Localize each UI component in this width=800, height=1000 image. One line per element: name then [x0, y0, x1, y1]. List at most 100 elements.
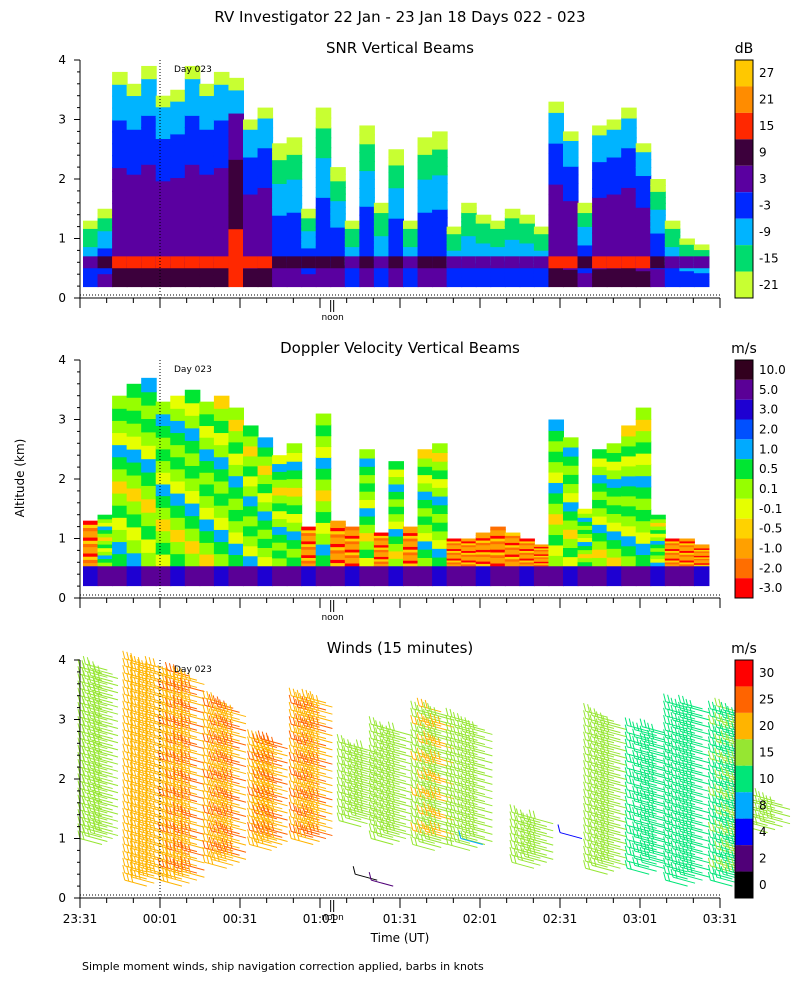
snr-cell: [548, 111, 564, 124]
wind-barb-feather: [172, 792, 176, 801]
doppler-cell: [417, 507, 434, 517]
snr-cell: [315, 206, 332, 218]
y-tick-label: 3: [58, 413, 66, 427]
wind-barb-feather: [464, 760, 468, 769]
wind-barb-feather: [212, 738, 216, 747]
wind-barb-feather: [152, 822, 156, 831]
wind-barb-feather: [133, 770, 137, 779]
doppler-cell: [199, 425, 215, 438]
snr-cell: [403, 249, 419, 255]
wind-barb-feather: [423, 708, 427, 718]
wind-barb-feather: [129, 747, 133, 756]
snr-cell: [592, 179, 608, 189]
wind-barb-feather: [261, 767, 265, 776]
wind-barb-feather: [295, 827, 299, 836]
wind-barb-feather: [423, 758, 427, 768]
wind-barb-feather: [212, 723, 216, 733]
snr-cell: [373, 239, 390, 246]
wind-barb-feather: [391, 793, 395, 803]
wind-barb-feather: [595, 789, 599, 799]
wind-barb-feather: [129, 697, 133, 706]
snr-cell: [504, 213, 521, 219]
doppler-surface-cell: [446, 565, 463, 587]
wind-barb-feather: [179, 777, 183, 786]
wind-barb-feather: [122, 772, 126, 781]
wind-barb-feather: [129, 790, 133, 799]
snr-cell: [228, 181, 244, 195]
wind-barb-feather: [179, 698, 183, 708]
wind-barb-feather: [381, 817, 385, 826]
doppler-cell: [272, 549, 288, 559]
wind-barb-feather: [148, 714, 152, 723]
wind-barb-feather: [164, 869, 168, 878]
snr-cell: [213, 179, 230, 192]
doppler-cell: [112, 432, 128, 446]
wind-barb-feather: [164, 747, 168, 756]
snr-cell: [519, 274, 535, 280]
wind-barb-feather: [456, 805, 460, 815]
snr-cell: [213, 119, 230, 133]
doppler-cell: [359, 474, 375, 484]
wind-barb-feather: [144, 663, 148, 672]
wind-barb-feather: [299, 735, 303, 744]
wind-barb-feather: [301, 717, 305, 726]
wind-barb-feather: [379, 785, 383, 794]
wind-barb-feather: [256, 791, 260, 800]
snr-cell: [446, 276, 463, 281]
wind-barb-feather: [606, 802, 610, 811]
snr-cell: [257, 216, 274, 228]
wind-barb-feather: [456, 741, 460, 750]
wind-barb-feather: [307, 814, 311, 823]
wind-barb-feather: [456, 791, 460, 800]
wind-barb-feather: [315, 787, 319, 797]
wind-barb-feather: [141, 695, 145, 705]
wind-barb-feather: [288, 737, 292, 746]
wind-barb-feather: [148, 728, 152, 737]
wind-barb-feather: [168, 698, 172, 708]
wind-barb-feather: [221, 759, 225, 768]
wind-barb-feather: [410, 829, 414, 838]
snr-cell: [257, 157, 274, 169]
wind-barb-feather: [583, 738, 587, 747]
wind-barb-feather: [152, 679, 156, 688]
snr-cell: [664, 231, 681, 237]
doppler-cell: [490, 532, 506, 536]
snr-cell: [330, 186, 346, 195]
doppler-cell: [519, 557, 535, 561]
doppler-cell: [650, 547, 666, 552]
wind-barb-feather: [471, 814, 475, 823]
snr-cell: [475, 234, 492, 240]
wind-barb-feather: [165, 731, 169, 740]
wind-barb-feather: [595, 854, 599, 863]
wind-barb-feather: [624, 724, 628, 733]
doppler-cell: [417, 548, 434, 558]
snr-cell: [432, 148, 448, 159]
wind-barb-feather: [81, 745, 85, 755]
wind-barb-feather: [93, 807, 97, 816]
wind-barb-feather: [292, 795, 296, 805]
wind-barb-feather: [375, 805, 379, 815]
wind-barb-feather: [137, 835, 141, 844]
wind-barb-feather: [152, 801, 156, 810]
wind-barb-feather: [161, 701, 165, 711]
snr-cell: [504, 234, 521, 240]
wind-barb-feather: [208, 786, 212, 796]
wind-barb: [585, 867, 608, 875]
wind-barb-feather: [164, 683, 168, 692]
wind-barb-feather: [144, 813, 148, 822]
wind-barb-feather: [152, 865, 156, 874]
wind-barb-feather: [295, 805, 299, 815]
doppler-cell: [504, 541, 521, 546]
wind-barb-feather: [172, 737, 176, 746]
snr-cell: [664, 267, 681, 273]
wind-barb-feather: [433, 771, 437, 780]
wind-barb-feather: [252, 811, 256, 821]
doppler-cell: [519, 553, 535, 557]
doppler-cell: [301, 551, 317, 556]
wind-barb-feather: [299, 799, 303, 809]
wind-barb-feather: [385, 746, 389, 756]
wind-barb-feather: [301, 710, 305, 719]
wind-barb-feather: [420, 820, 424, 829]
doppler-cell: [693, 553, 710, 556]
wind-barb-feather: [141, 688, 145, 697]
